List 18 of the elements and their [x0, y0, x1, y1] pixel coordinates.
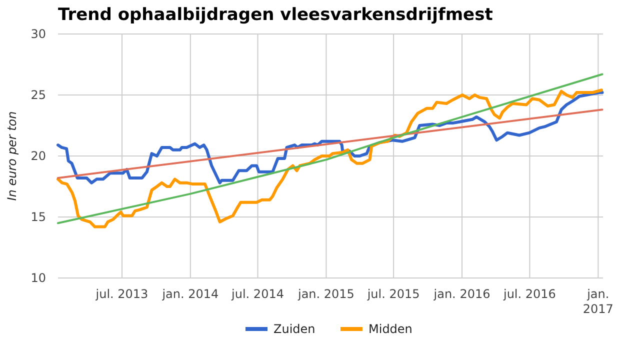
y-tick-label: 25 [30, 88, 46, 102]
y-axis-title: In euro per ton [5, 111, 19, 201]
x-tick-label: jan. 2014 [161, 287, 219, 301]
x-tick-label: jul. 2014 [230, 287, 284, 301]
chart-title: Trend ophaalbijdragen vleesvarkensdrijfmest [58, 5, 493, 25]
legend-label: Midden [368, 322, 412, 336]
x-tick-label: jul. 2013 [94, 287, 148, 301]
y-tick-label: 10 [30, 271, 46, 285]
x-tick-label: jan. 2015 [296, 287, 354, 301]
x-tick-label: jan. 2017 [582, 287, 614, 316]
legend-label: Zuiden [274, 322, 316, 336]
x-tick-label: jan. 2016 [432, 287, 490, 301]
y-tick-label: 30 [30, 27, 46, 41]
y-tick-label: 15 [30, 210, 46, 224]
x-tick-label: jul. 2016 [502, 287, 556, 301]
line-series [56, 91, 604, 184]
y-tick-label: 20 [30, 149, 46, 163]
x-tick-label: jul. 2015 [366, 287, 420, 301]
